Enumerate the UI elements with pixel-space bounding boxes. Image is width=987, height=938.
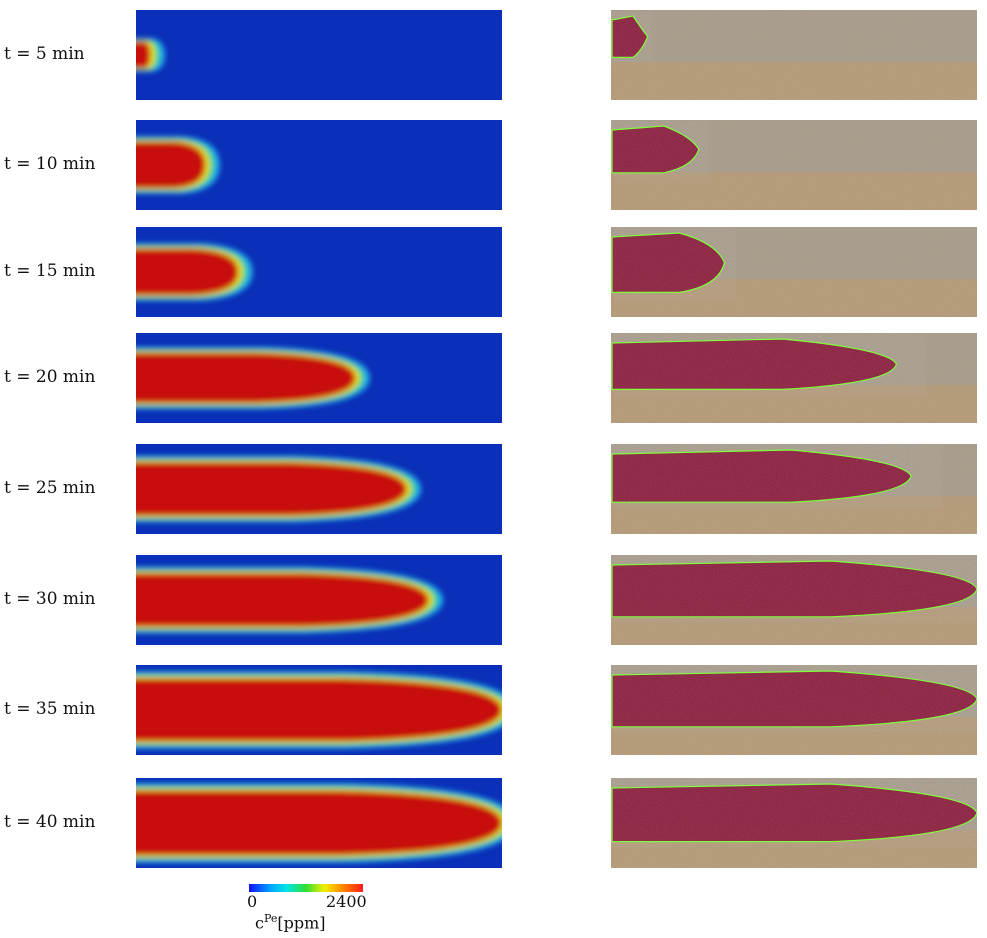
time-label: t = 35 min bbox=[4, 699, 96, 719]
colorbar-quantity-label: cPe[ppm] bbox=[255, 912, 326, 933]
plume-contour bbox=[136, 573, 429, 627]
simulation-panel bbox=[136, 665, 502, 755]
plume-contour bbox=[136, 41, 151, 69]
experiment-photo bbox=[611, 227, 977, 317]
simulation-panel bbox=[136, 778, 502, 868]
colorbar bbox=[249, 884, 363, 892]
plume-outline bbox=[611, 125, 700, 174]
simulation-panel bbox=[136, 120, 502, 210]
experiment-photo bbox=[611, 778, 977, 868]
simulation-panel bbox=[136, 227, 502, 317]
simulation-panel bbox=[136, 10, 502, 100]
simulation-panel bbox=[136, 444, 502, 534]
time-label: t = 15 min bbox=[4, 261, 96, 281]
plume-contour bbox=[136, 790, 502, 856]
plume-outline bbox=[611, 670, 977, 728]
simulation-panel bbox=[136, 555, 502, 645]
experiment-photo bbox=[611, 120, 977, 210]
plume-outline bbox=[611, 15, 649, 58]
plume-contour bbox=[136, 248, 239, 296]
plume-contour bbox=[136, 141, 206, 189]
time-label: t = 40 min bbox=[4, 812, 96, 832]
colorbar-max-label: 2400 bbox=[326, 892, 367, 911]
plume-contour bbox=[136, 352, 356, 404]
plume-outline bbox=[611, 560, 977, 618]
time-label: t = 25 min bbox=[4, 478, 96, 498]
plume-contour bbox=[136, 678, 502, 742]
simulation-panel bbox=[136, 333, 502, 423]
plume-contour bbox=[136, 462, 407, 516]
time-label: t = 5 min bbox=[4, 44, 85, 64]
experiment-photo bbox=[611, 665, 977, 755]
experiment-photo bbox=[611, 444, 977, 534]
colorbar-min-label: 0 bbox=[247, 892, 258, 911]
time-label: t = 10 min bbox=[4, 154, 96, 174]
experiment-photo bbox=[611, 333, 977, 423]
time-label: t = 30 min bbox=[4, 589, 96, 609]
plume-outline bbox=[611, 783, 977, 843]
plume-outline bbox=[611, 449, 912, 503]
plume-outline bbox=[611, 232, 726, 293]
experiment-photo bbox=[611, 555, 977, 645]
time-label: t = 20 min bbox=[4, 367, 96, 387]
plume-outline bbox=[611, 338, 898, 390]
experiment-photo bbox=[611, 10, 977, 100]
